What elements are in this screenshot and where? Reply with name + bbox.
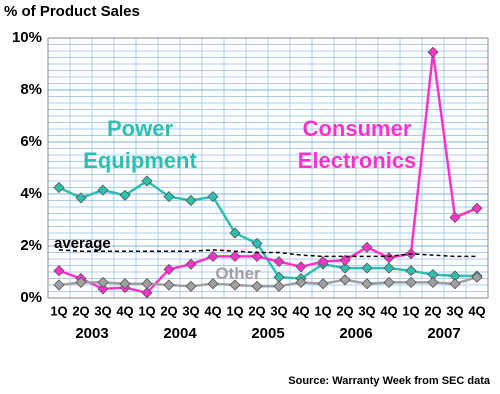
point	[295, 276, 307, 288]
y-tick-label: 2%	[20, 237, 42, 254]
point	[449, 211, 461, 223]
year-label: 2006	[339, 325, 372, 342]
point	[141, 278, 153, 290]
y-tick-label: 6%	[20, 133, 42, 150]
series-label: average	[54, 235, 111, 252]
point	[273, 256, 285, 268]
point	[471, 271, 483, 283]
point	[229, 250, 241, 262]
series-label: Other	[215, 264, 261, 283]
point	[97, 276, 109, 288]
x-tick-label: 3Q	[182, 303, 199, 318]
point	[295, 261, 307, 273]
point	[97, 184, 109, 196]
point	[317, 256, 329, 268]
y-tick-label: 0%	[20, 289, 42, 306]
x-tick-label: 1Q	[402, 303, 419, 318]
point	[53, 181, 65, 194]
point	[339, 254, 351, 266]
x-tick-label: 2Q	[72, 303, 89, 318]
point	[427, 46, 439, 58]
x-tick-label: 2Q	[424, 303, 441, 318]
point	[273, 280, 285, 292]
x-tick-label: 3Q	[270, 303, 287, 318]
chart-title: % of Product Sales	[4, 3, 140, 20]
point	[405, 276, 417, 288]
year-label: 2005	[251, 325, 284, 342]
x-tick-label: 3Q	[446, 303, 463, 318]
point	[207, 191, 219, 203]
point	[185, 280, 197, 292]
y-tick-label: 4%	[20, 185, 42, 202]
x-tick-label: 4Q	[292, 303, 309, 318]
point	[383, 262, 395, 274]
plot-border	[47, 37, 489, 299]
point	[119, 278, 131, 290]
series-label: Consumer Electronics	[297, 116, 417, 173]
point	[185, 258, 197, 270]
point	[339, 262, 351, 274]
x-tick-label: 3Q	[358, 303, 375, 318]
point	[427, 276, 439, 288]
point	[383, 276, 395, 288]
point	[75, 276, 87, 288]
point	[163, 263, 175, 275]
series-label: Power Equipment	[83, 116, 197, 173]
x-tick-label: 2Q	[248, 303, 265, 318]
point	[361, 278, 373, 290]
x-tick-label: 1Q	[138, 303, 155, 318]
point	[163, 279, 175, 291]
point	[339, 274, 351, 286]
point	[383, 252, 395, 264]
point	[361, 241, 373, 253]
point	[317, 278, 329, 290]
point	[361, 262, 373, 274]
y-tick-label: 10%	[12, 29, 42, 46]
point	[207, 250, 219, 262]
x-tick-label: 2Q	[160, 303, 177, 318]
point	[53, 279, 65, 291]
point	[119, 189, 131, 201]
point	[53, 265, 65, 277]
x-tick-label: 1Q	[50, 303, 67, 318]
point	[251, 237, 263, 249]
point	[75, 192, 87, 204]
x-tick-label: 1Q	[226, 303, 243, 318]
x-tick-label: 4Q	[380, 303, 397, 318]
point	[449, 278, 461, 290]
point	[405, 265, 417, 277]
point	[229, 227, 241, 239]
year-label: 2004	[163, 325, 197, 342]
point	[229, 279, 241, 291]
source: Source: Warranty Week from SEC data	[288, 375, 491, 387]
x-tick-label: 1Q	[314, 303, 331, 318]
point	[185, 194, 197, 207]
point	[141, 175, 153, 187]
x-tick-label: 4Q	[116, 303, 133, 318]
x-tick-label: 4Q	[468, 303, 485, 318]
point	[251, 280, 263, 292]
x-tick-label: 4Q	[204, 303, 221, 318]
point	[97, 283, 109, 295]
year-label: 2007	[427, 325, 460, 342]
year-label: 2003	[75, 325, 108, 342]
point	[141, 287, 153, 299]
point	[251, 250, 263, 262]
y-tick-label: 8%	[20, 81, 42, 98]
point	[471, 202, 483, 214]
x-tick-label: 2Q	[336, 303, 353, 318]
x-tick-label: 3Q	[94, 303, 111, 318]
point	[207, 278, 219, 290]
point	[163, 191, 175, 203]
